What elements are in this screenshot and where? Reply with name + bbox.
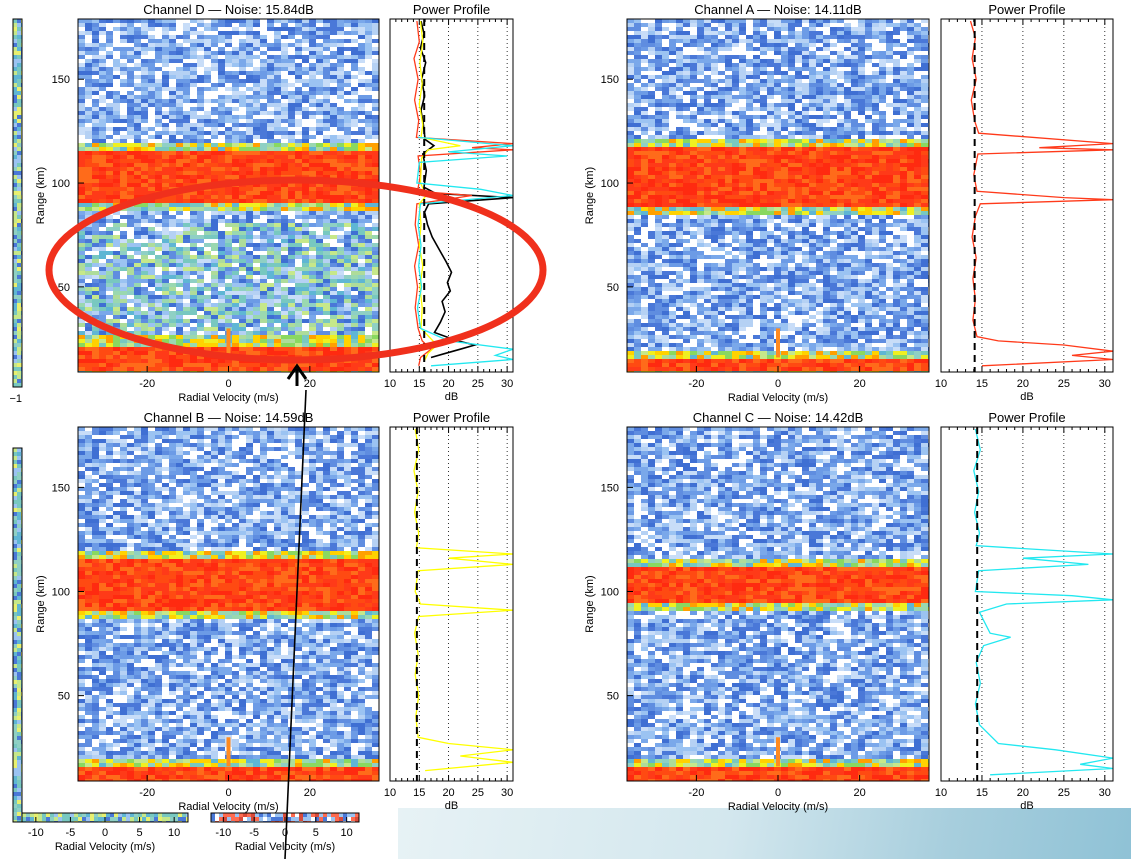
channel-a-profile-xtick-label: 20 — [1017, 378, 1029, 390]
channel-b-ylabel: Range (km) — [35, 575, 47, 632]
channel-b-profile-title: Power Profile — [413, 410, 490, 425]
channel-c-xtick-label: 0 — [775, 787, 781, 799]
channel-d-profile-xtick-label: 10 — [384, 378, 396, 390]
channel-a-ytick-label: 50 — [607, 282, 619, 294]
partial-plot-2-xtick-label: 0 — [282, 827, 288, 839]
channel-c-profile-xtick-label: 10 — [935, 787, 947, 799]
channel-a-profile-xtick-label: 15 — [976, 378, 988, 390]
channel-c-xlabel: Radial Velocity (m/s) — [728, 801, 828, 813]
channel-a-ytick-label: 100 — [601, 178, 619, 190]
partial-plot-2-xtick-label: -10 — [215, 827, 231, 839]
partial-plot-1-xtick-label: 0 — [102, 827, 108, 839]
channel-b-profile-frame — [389, 426, 514, 782]
channel-d-spectrogram — [78, 19, 379, 372]
slide-background-wave — [398, 808, 1131, 859]
channel-d-xtick-label: 0 — [225, 378, 231, 390]
channel-b-profile-plot-area — [390, 427, 513, 781]
channel-a-spectrogram — [627, 19, 929, 372]
channel-b-xtick-label: 20 — [304, 787, 316, 799]
channel-a-profile-title: Power Profile — [988, 2, 1065, 17]
channel-b-profile-xtick-label: 25 — [472, 787, 484, 799]
channel-d-ylabel: Range (km) — [35, 167, 47, 224]
channel-d-profile-xtick-label: 20 — [442, 378, 454, 390]
channel-b-ytick-label: 50 — [58, 691, 70, 703]
channel-c-xtick-label: 20 — [853, 787, 865, 799]
channel-a-title: Channel A — Noise: 14.11dB — [694, 2, 861, 17]
channel-d-zero-spike — [226, 328, 231, 358]
channel-d-profile-xtick-label: 15 — [413, 378, 425, 390]
channel-d-profile-xtick-label: 25 — [472, 378, 484, 390]
channel-c-zero-spike — [776, 737, 780, 767]
channel-b-ytick-label: 100 — [52, 587, 70, 599]
channel-d-ytick-label: 50 — [58, 282, 70, 294]
channel-d-title: Channel D — Noise: 15.84dB — [143, 2, 314, 17]
channel-c-ytick-label: 150 — [601, 482, 619, 494]
channel-b-ytick-label: 150 — [52, 482, 70, 494]
channel-b-xtick-label: 0 — [225, 787, 231, 799]
channel-d-profile-plot-area — [390, 19, 513, 372]
channel-b-profile-xtick-label: 10 — [384, 787, 396, 799]
channel-a-profile-xtick-label: 30 — [1099, 378, 1111, 390]
channel-b-xtick-label: -20 — [139, 787, 155, 799]
channel-d-profile-xtick-label: 30 — [501, 378, 513, 390]
channel-b-spectrogram — [78, 427, 379, 781]
left-partial-plot-bottom — [13, 448, 22, 822]
channel-c-ylabel: Range (km) — [584, 575, 596, 632]
left-partial-plot-bottom-frame — [12, 447, 23, 823]
partial-plot-2-xtick-label: 10 — [341, 827, 353, 839]
channel-c-profile-xtick-label: 20 — [1017, 787, 1029, 799]
channel-d-xlabel: Radial Velocity (m/s) — [178, 392, 278, 404]
channel-d-xtick-label: 20 — [304, 378, 316, 390]
channel-b-profile-xlabel: dB — [445, 800, 458, 812]
channel-a-xtick-label: 0 — [775, 378, 781, 390]
left-partial-plot-top — [13, 19, 22, 387]
channel-b-profile-series-yellow — [413, 428, 514, 772]
channel-b-xlabel: Radial Velocity (m/s) — [178, 801, 278, 813]
channel-a-profile-xtick-label: 10 — [935, 378, 947, 390]
channel-a-profile-xtick-label: 25 — [1058, 378, 1070, 390]
channel-b-profile-xtick-label: 15 — [413, 787, 425, 799]
channel-c-profile-xtick-label: 15 — [976, 787, 988, 799]
partial-plot-1-xtick-label: 10 — [168, 827, 180, 839]
channel-a-ylabel: Range (km) — [584, 167, 596, 224]
channel-c-profile-xtick-label: 25 — [1058, 787, 1070, 799]
channel-a-profile-frame — [940, 18, 1114, 373]
channel-a-ytick-label: 150 — [601, 74, 619, 86]
partial-plot-2-xtick-label: 5 — [313, 827, 319, 839]
partial-plot-1-xtick-label: 5 — [137, 827, 143, 839]
channel-d-xtick-label: -20 — [139, 378, 155, 390]
partial-plot-1-xtick-label: -10 — [28, 827, 44, 839]
channel-c-profile-frame — [940, 426, 1114, 782]
channel-c-ytick-label: 50 — [607, 691, 619, 703]
channel-b-profile-xtick-label: 30 — [501, 787, 513, 799]
partial-plot-1-xtick-label: -5 — [66, 827, 76, 839]
channel-b-title: Channel B — Noise: 14.59dB — [144, 410, 314, 425]
channel-c-profile-plot-area — [941, 427, 1113, 781]
channel-d-ytick-label: 100 — [52, 178, 70, 190]
channel-c-profile-title: Power Profile — [988, 410, 1065, 425]
partial-plot-1-xlabel: Radial Velocity (m/s) — [55, 841, 155, 853]
channel-a-xlabel: Radial Velocity (m/s) — [728, 392, 828, 404]
channel-d-profile-xlabel: dB — [445, 391, 458, 403]
channel-a-profile-xlabel: dB — [1020, 391, 1033, 403]
left-partial-tick-label: −1 — [9, 393, 22, 405]
channel-a-zero-spike — [776, 328, 780, 358]
channel-b-zero-spike — [226, 737, 231, 767]
left-partial-plot-top-frame — [12, 18, 23, 388]
channel-c-spectrogram — [627, 427, 929, 781]
channel-a-xtick-label: 20 — [853, 378, 865, 390]
channel-c-title: Channel C — Noise: 14.42dB — [693, 410, 864, 425]
channel-c-profile-xtick-label: 30 — [1099, 787, 1111, 799]
channel-b-profile-xtick-label: 20 — [442, 787, 454, 799]
partial-plot-2-xlabel: Radial Velocity (m/s) — [235, 841, 335, 853]
channel-c-ytick-label: 100 — [601, 587, 619, 599]
channel-c-profile-xlabel: dB — [1020, 800, 1033, 812]
channel-a-xtick-label: -20 — [688, 378, 704, 390]
channel-d-profile-title: Power Profile — [413, 2, 490, 17]
channel-c-xtick-label: -20 — [688, 787, 704, 799]
partial-plot-2-xtick-label: -5 — [249, 827, 259, 839]
channel-d-ytick-label: 150 — [52, 74, 70, 86]
